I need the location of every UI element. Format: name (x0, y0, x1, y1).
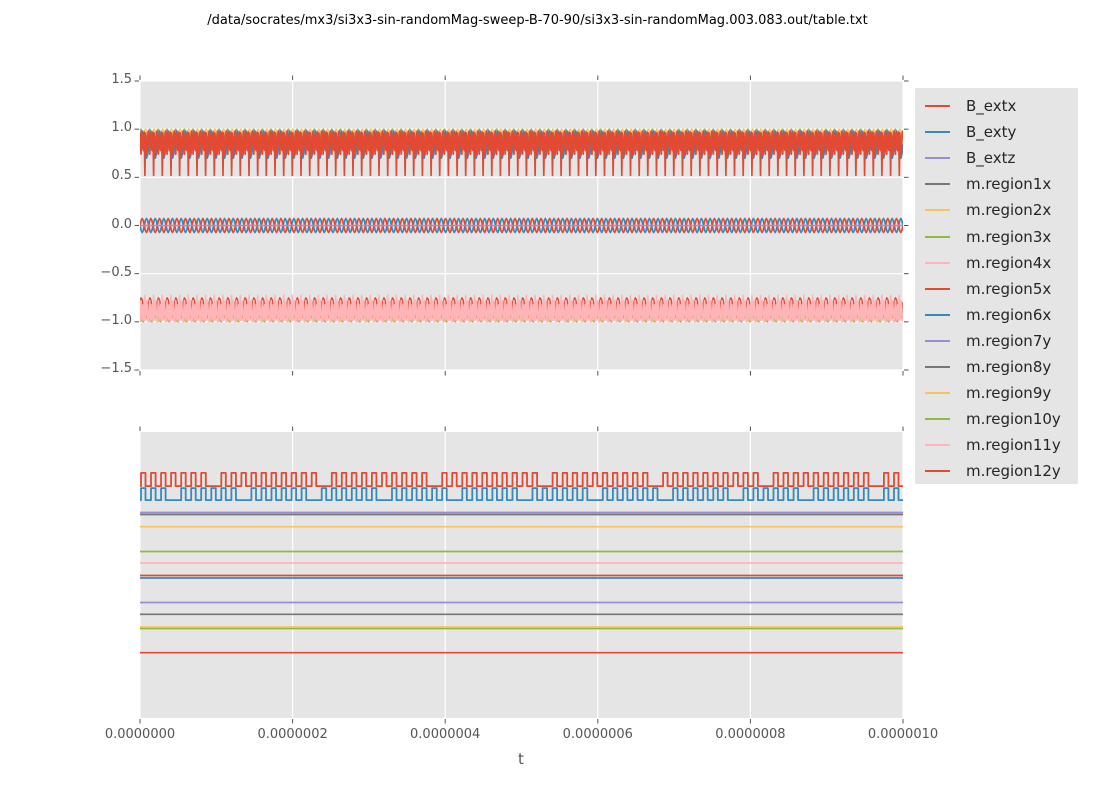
legend-label: m.region12y (966, 462, 1061, 481)
x-tick-label: 0.0000004 (410, 727, 481, 742)
legend-label: m.region6x (966, 305, 1052, 324)
x-tick-label: 0.0000008 (715, 727, 786, 742)
legend-line-sample (925, 444, 950, 447)
legend-label: B_extz (966, 149, 1016, 168)
x-axis-label: t (518, 750, 524, 768)
legend-label: m.region10y (966, 410, 1061, 429)
legend-entry: m.region2x (915, 197, 1078, 223)
legend-entry: B_extx (915, 93, 1078, 119)
series-square-blue (140, 487, 903, 501)
legend-line-sample (925, 235, 950, 238)
y-tick-label: −0.5 (100, 264, 132, 280)
legend-entry: m.region5x (915, 276, 1078, 302)
legend-line-sample (925, 418, 950, 421)
x-tick-label: 0.0000002 (257, 727, 328, 742)
x-tick-label: 0.0000006 (562, 727, 633, 742)
legend-line-sample (925, 339, 950, 342)
y-tick-label: 1.0 (111, 120, 132, 136)
series-upper-band-red (140, 130, 903, 177)
legend-label: m.region1x (966, 175, 1052, 194)
legend-label: B_exty (966, 123, 1017, 142)
legend: B_extx B_exty B_extz m.region1x m.region2x m.… (915, 88, 1078, 484)
legend-line-sample (925, 392, 950, 395)
legend-line-sample (925, 157, 950, 160)
legend-line-sample (925, 365, 950, 368)
legend-entry: m.region1x (915, 171, 1078, 197)
legend-entry: m.region6x (915, 302, 1078, 328)
legend-line-sample (925, 105, 950, 108)
y-tick-label: 1.5 (111, 72, 132, 87)
legend-label: m.region2x (966, 201, 1052, 220)
series-square-red (140, 472, 903, 487)
x-tick-label: 0.0000000 (104, 727, 176, 742)
legend-label: m.region11y (966, 436, 1061, 455)
legend-label: m.region7y (966, 331, 1052, 350)
legend-line-sample (925, 131, 950, 134)
plot-title: /data/socrates/mx3/si3x3-sin-randomMag-s… (207, 13, 868, 28)
y-tick-label: −1.5 (100, 361, 132, 376)
legend-entry: m.region9y (915, 380, 1078, 406)
series-group (140, 472, 903, 654)
top-subplot (134, 75, 909, 376)
series-group (140, 128, 903, 323)
legend-line-sample (925, 209, 950, 212)
legend-entry: m.region3x (915, 223, 1078, 249)
legend-line-sample (925, 313, 950, 316)
legend-label: m.region9y (966, 384, 1052, 403)
legend-entry: m.region7y (915, 328, 1078, 354)
legend-entry: B_exty (915, 119, 1078, 145)
legend-line-sample (925, 261, 950, 264)
legend-entry: m.region12y (915, 458, 1078, 484)
legend-entry: m.region11y (915, 432, 1078, 458)
legend-line-sample (925, 183, 950, 186)
legend-line-sample (925, 287, 950, 290)
legend-entry: m.region4x (915, 250, 1078, 276)
bottom-subplot-canvas (139, 426, 904, 724)
y-tick-label: 0.5 (111, 168, 132, 184)
legend-label: m.region3x (966, 227, 1052, 246)
x-tick-label: 0.0000010 (867, 727, 939, 742)
y-tick-label: −1.0 (100, 312, 132, 328)
legend-entry: m.region8y (915, 354, 1078, 380)
legend-label: m.region4x (966, 253, 1052, 272)
legend-label: B_extx (966, 97, 1017, 116)
bottom-subplot (139, 426, 904, 724)
legend-entry: B_extz (915, 145, 1078, 171)
y-tick-label: 0.0 (111, 216, 132, 232)
legend-line-sample (925, 470, 950, 473)
top-subplot-canvas (134, 75, 909, 376)
series-lower-band-pink (140, 294, 903, 323)
legend-label: m.region5x (966, 279, 1052, 298)
legend-entry: m.region10y (915, 406, 1078, 432)
legend-label: m.region8y (966, 357, 1052, 376)
